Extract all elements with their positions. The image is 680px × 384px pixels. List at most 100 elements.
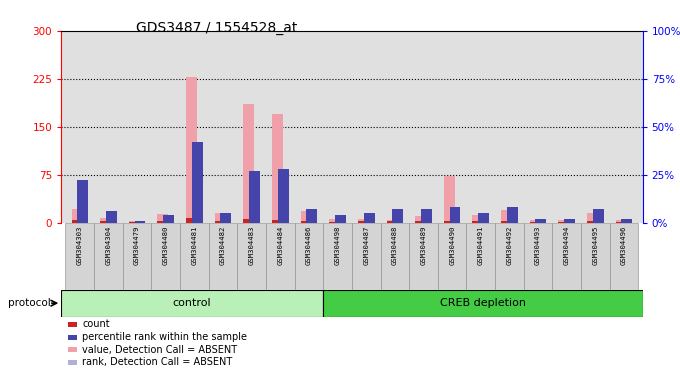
Bar bbox=[335, 215, 346, 223]
Bar bbox=[163, 215, 174, 223]
Bar bbox=[438, 223, 466, 290]
Bar bbox=[358, 219, 369, 223]
Bar bbox=[421, 209, 432, 223]
Bar bbox=[277, 169, 288, 223]
Text: GDS3487 / 1554528_at: GDS3487 / 1554528_at bbox=[136, 21, 297, 35]
Bar bbox=[243, 219, 254, 223]
Bar bbox=[392, 209, 403, 223]
Text: GSM304495: GSM304495 bbox=[592, 226, 598, 265]
Bar bbox=[135, 221, 146, 223]
Text: GSM304481: GSM304481 bbox=[191, 226, 197, 265]
Bar bbox=[535, 219, 546, 223]
Bar bbox=[249, 171, 260, 223]
Bar bbox=[249, 171, 260, 223]
Bar bbox=[564, 219, 575, 223]
Bar bbox=[100, 218, 111, 223]
Bar bbox=[558, 222, 569, 223]
Bar bbox=[364, 213, 375, 223]
Text: GSM304498: GSM304498 bbox=[335, 226, 341, 265]
Bar bbox=[123, 223, 152, 290]
Text: GSM304479: GSM304479 bbox=[134, 226, 140, 265]
Bar bbox=[266, 223, 294, 290]
Bar bbox=[180, 223, 209, 290]
Bar bbox=[364, 213, 375, 223]
Text: GSM304489: GSM304489 bbox=[420, 226, 426, 265]
Bar bbox=[209, 223, 237, 290]
Bar bbox=[615, 222, 626, 223]
Bar bbox=[444, 221, 455, 223]
Bar bbox=[535, 219, 546, 223]
Text: GSM304487: GSM304487 bbox=[363, 226, 369, 265]
Bar bbox=[558, 220, 569, 223]
Bar bbox=[593, 209, 604, 223]
Bar bbox=[473, 222, 483, 223]
Bar bbox=[507, 207, 517, 223]
Text: GSM304484: GSM304484 bbox=[277, 226, 284, 265]
Bar bbox=[530, 220, 541, 223]
Bar bbox=[294, 223, 323, 290]
Bar bbox=[158, 221, 169, 223]
Bar bbox=[587, 213, 598, 223]
Text: GSM304488: GSM304488 bbox=[392, 226, 398, 265]
Text: value, Detection Call = ABSENT: value, Detection Call = ABSENT bbox=[82, 345, 237, 355]
Bar bbox=[478, 213, 489, 223]
Bar bbox=[610, 223, 639, 290]
Bar bbox=[415, 216, 426, 223]
Text: GSM304496: GSM304496 bbox=[621, 226, 627, 265]
Bar bbox=[507, 207, 517, 223]
Bar bbox=[335, 215, 346, 223]
Bar bbox=[307, 209, 318, 223]
Bar bbox=[323, 290, 643, 317]
Bar bbox=[301, 211, 311, 223]
Bar bbox=[192, 142, 203, 223]
Bar bbox=[301, 221, 311, 223]
Bar bbox=[329, 219, 340, 223]
Bar bbox=[478, 213, 489, 223]
Text: GSM304303: GSM304303 bbox=[77, 226, 83, 265]
Bar bbox=[552, 223, 581, 290]
Text: GSM304491: GSM304491 bbox=[478, 226, 483, 265]
Bar bbox=[272, 114, 283, 223]
Bar bbox=[71, 209, 82, 223]
Bar bbox=[415, 221, 426, 223]
Bar bbox=[186, 77, 197, 223]
Text: GSM304492: GSM304492 bbox=[507, 226, 513, 265]
Text: GSM304494: GSM304494 bbox=[564, 226, 570, 265]
Text: rank, Detection Call = ABSENT: rank, Detection Call = ABSENT bbox=[82, 358, 233, 367]
Text: GSM304490: GSM304490 bbox=[449, 226, 455, 265]
Text: GSM304482: GSM304482 bbox=[220, 226, 226, 265]
Bar bbox=[530, 222, 541, 223]
Bar bbox=[215, 221, 226, 223]
Bar bbox=[94, 223, 123, 290]
Bar bbox=[587, 221, 598, 223]
Bar bbox=[473, 215, 483, 223]
Bar bbox=[449, 207, 460, 223]
Bar bbox=[581, 223, 610, 290]
Bar bbox=[78, 180, 88, 223]
Bar bbox=[323, 223, 352, 290]
Bar bbox=[421, 209, 432, 223]
Bar bbox=[106, 211, 117, 223]
Bar bbox=[220, 213, 231, 223]
Bar bbox=[501, 221, 512, 223]
Bar bbox=[158, 214, 169, 223]
Bar bbox=[106, 211, 117, 223]
Bar bbox=[615, 220, 626, 223]
Bar bbox=[220, 213, 231, 223]
Bar bbox=[329, 222, 340, 223]
Bar bbox=[449, 207, 460, 223]
Bar bbox=[163, 215, 174, 223]
Bar bbox=[237, 223, 266, 290]
Bar bbox=[386, 222, 397, 223]
Bar bbox=[501, 210, 512, 223]
Bar bbox=[129, 222, 139, 223]
Bar bbox=[622, 219, 632, 223]
Bar bbox=[277, 169, 288, 223]
Text: GSM304304: GSM304304 bbox=[105, 226, 112, 265]
Bar bbox=[129, 221, 139, 223]
Bar bbox=[466, 223, 495, 290]
Text: GSM304483: GSM304483 bbox=[249, 226, 254, 265]
Bar bbox=[135, 221, 146, 223]
Bar bbox=[78, 180, 88, 223]
Bar bbox=[352, 223, 381, 290]
